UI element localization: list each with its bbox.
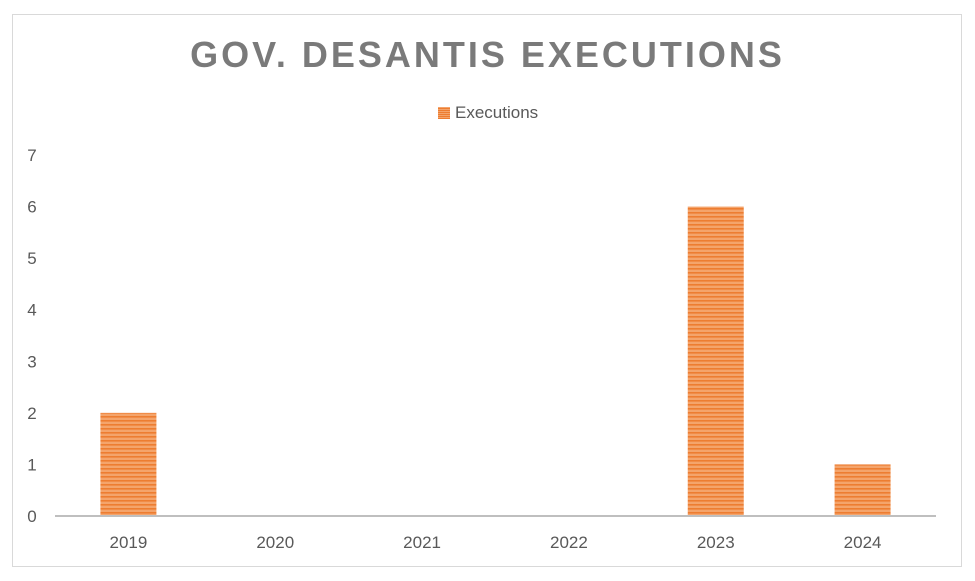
bar-2023 xyxy=(687,206,744,517)
bar-2024 xyxy=(834,464,891,516)
y-tick-label: 4 xyxy=(27,301,36,320)
x-tick-label: 2023 xyxy=(697,533,735,552)
bar-2019 xyxy=(100,412,157,516)
x-tick-label: 2024 xyxy=(844,533,882,552)
y-tick-label: 2 xyxy=(27,404,36,423)
x-tick-label: 2019 xyxy=(110,533,148,552)
x-tick-label: 2020 xyxy=(256,533,294,552)
legend-label: Executions xyxy=(455,103,539,122)
y-tick-label: 1 xyxy=(27,455,36,474)
x-tick-label: 2021 xyxy=(403,533,441,552)
legend-swatch xyxy=(438,107,450,119)
y-tick-label: 3 xyxy=(27,352,36,371)
y-tick-label: 7 xyxy=(27,146,36,165)
chart-frame xyxy=(12,14,962,567)
y-tick-label: 6 xyxy=(27,198,36,217)
y-axis-ticks: 0 1 2 3 4 5 6 7 xyxy=(27,146,36,526)
y-tick-label: 0 xyxy=(27,507,36,526)
y-tick-label: 5 xyxy=(27,249,36,268)
x-axis-ticks: 2019 2020 2021 2022 2023 2024 xyxy=(110,533,882,552)
legend: Executions xyxy=(438,103,538,123)
chart-title: GOV. DESANTIS EXECUTIONS xyxy=(190,34,785,75)
x-tick-label: 2022 xyxy=(550,533,588,552)
bars xyxy=(100,206,891,517)
